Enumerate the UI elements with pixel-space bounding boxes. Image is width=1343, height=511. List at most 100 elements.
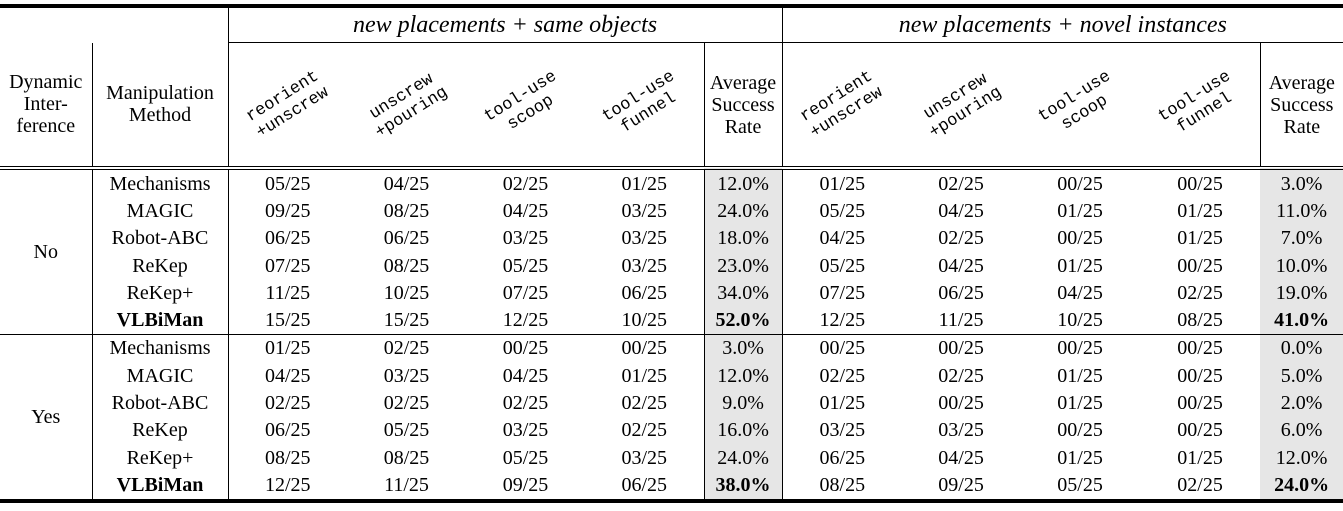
cell-text: 10.0% — [1275, 254, 1328, 277]
header-line: Dynamic — [9, 71, 83, 94]
average-cell: 12.0% — [704, 362, 783, 390]
cell-text: 11/25 — [938, 309, 984, 332]
average-cell: 23.0% — [704, 251, 783, 280]
cell-text: 34.0% — [717, 281, 769, 304]
score-cell: 03/25 — [782, 417, 902, 444]
cell-text: MAGIC — [126, 199, 194, 222]
average-cell: 2.0% — [1260, 389, 1343, 417]
cell-text: 11/25 — [384, 473, 429, 496]
score-cell: 04/25 — [466, 197, 585, 224]
score-cell: 08/25 — [347, 197, 466, 224]
score-cell: 07/25 — [466, 279, 585, 306]
cell-text: 02/25 — [264, 392, 311, 415]
score-cell: 05/25 — [466, 444, 585, 471]
cell-text: 01/25 — [621, 172, 668, 195]
cell-text: 04/25 — [819, 227, 866, 250]
cell-text: 12/25 — [264, 473, 311, 496]
cell-text: 00/25 — [1177, 392, 1223, 415]
score-cell: 05/25 — [782, 197, 902, 224]
score-cell: 12/25 — [228, 471, 347, 500]
cell-text: 04/25 — [264, 364, 311, 387]
cell-text: 05/25 — [819, 199, 866, 222]
score-cell: 00/25 — [1140, 417, 1260, 444]
score-cell: 01/25 — [782, 389, 902, 416]
cell-text: 04/25 — [938, 254, 984, 277]
cell-text: 00/25 — [1177, 419, 1223, 442]
score-cell: 06/25 — [228, 225, 347, 252]
score-cell: 03/25 — [585, 197, 705, 225]
results-table: new placements + same objects new placeme… — [0, 4, 1343, 503]
cell-text: 06/25 — [621, 473, 668, 496]
cell-text: Robot-ABC — [111, 392, 209, 415]
cell-text: 12/25 — [819, 309, 866, 332]
cell-text: 07/25 — [819, 281, 866, 304]
cell-text: Mechanisms — [109, 172, 211, 195]
cell-text: 02/25 — [502, 392, 549, 415]
score-cell: 01/25 — [1140, 444, 1260, 471]
cell-text: 2.0% — [1280, 392, 1323, 415]
task-header: reorient +unscrew — [782, 42, 903, 170]
cell-text: 00/25 — [1177, 337, 1223, 360]
cell-text: 02/25 — [1177, 473, 1223, 496]
cell-text: 01/25 — [1177, 199, 1223, 222]
data-row: No Mechanisms 05/25 04/25 02/25 01/25 12.0% 01/… — [0, 168, 1343, 335]
cell-text: 00/25 — [819, 337, 866, 360]
cell-text: 04/25 — [383, 172, 430, 195]
score-cell: 07/25 — [228, 252, 347, 279]
method-cell: ReKep — [92, 416, 229, 444]
method-cell: VLBiMan — [92, 471, 229, 501]
score-cell: 00/25 — [902, 389, 1020, 416]
cell-text: 09/25 — [264, 199, 311, 222]
cell-text: 03/25 — [621, 199, 668, 222]
average-cell: 38.0% — [704, 471, 783, 501]
score-cell: 06/25 — [585, 471, 705, 501]
cell-text: 07/25 — [264, 254, 311, 277]
average-cell: 24.0% — [1260, 471, 1343, 501]
score-cell: 05/25 — [347, 417, 466, 444]
cell-text: 06/25 — [621, 281, 668, 304]
score-cell: 03/25 — [466, 417, 585, 444]
score-cell: 07/25 — [782, 279, 902, 306]
score-cell: 02/25 — [585, 389, 705, 417]
header-line: Average — [709, 71, 777, 94]
rotated-label: tool-use funnel — [600, 67, 689, 142]
cell-text: 04/25 — [1057, 281, 1103, 304]
cell-text: 00/25 — [1057, 337, 1103, 360]
header-line: Method — [128, 104, 192, 127]
score-cell: 11/25 — [902, 306, 1020, 334]
cell-text: 01/25 — [819, 392, 866, 415]
cell-text: 19.0% — [1275, 281, 1328, 304]
data-row: Yes Mechanisms 01/25 02/25 00/25 00/25 3.0% 00/… — [0, 333, 1343, 501]
cell-text: 12/25 — [502, 309, 549, 332]
cell-text: 01/25 — [1057, 364, 1103, 387]
score-cell: 02/25 — [585, 416, 705, 444]
rotated-label: unscrew +pouring — [916, 67, 1006, 142]
cell-text: 10/25 — [383, 281, 430, 304]
score-cell: 09/25 — [902, 471, 1020, 500]
score-cell: 04/25 — [228, 362, 347, 389]
cell-text: 02/25 — [621, 419, 668, 442]
score-cell: 06/25 — [347, 225, 466, 252]
cell-text: 04/25 — [502, 364, 549, 387]
cell-text: 05/25 — [819, 254, 866, 277]
cell-text: 01/25 — [621, 364, 668, 387]
score-cell: 00/25 — [1020, 168, 1140, 197]
data-row: VLBiMan 15/25 15/25 12/25 10/25 52.0% 12/25 11/… — [0, 306, 1343, 335]
average-cell: 24.0% — [704, 197, 783, 225]
cell-text: 01/25 — [1177, 227, 1223, 250]
cell-text: 02/25 — [938, 364, 984, 387]
score-cell: 00/25 — [466, 333, 585, 363]
task-header: reorient +unscrew — [228, 42, 347, 170]
cell-text: 15/25 — [264, 309, 311, 332]
average-cell: 34.0% — [704, 279, 783, 307]
cell-text: 00/25 — [1177, 172, 1223, 195]
cell-text: 11.0% — [1276, 199, 1328, 222]
score-cell: 00/25 — [1020, 417, 1140, 444]
method-cell: ReKep — [92, 251, 229, 280]
data-row: Robot-ABC 06/25 06/25 03/25 03/25 18.0% 04/25 0… — [0, 224, 1343, 252]
rotated-label: tool-use funnel — [1155, 67, 1244, 142]
score-cell: 02/25 — [347, 333, 466, 363]
cell-text: 5.0% — [1280, 364, 1323, 387]
cell-text: 0.0% — [1280, 337, 1323, 360]
average-cell: 0.0% — [1260, 333, 1343, 363]
